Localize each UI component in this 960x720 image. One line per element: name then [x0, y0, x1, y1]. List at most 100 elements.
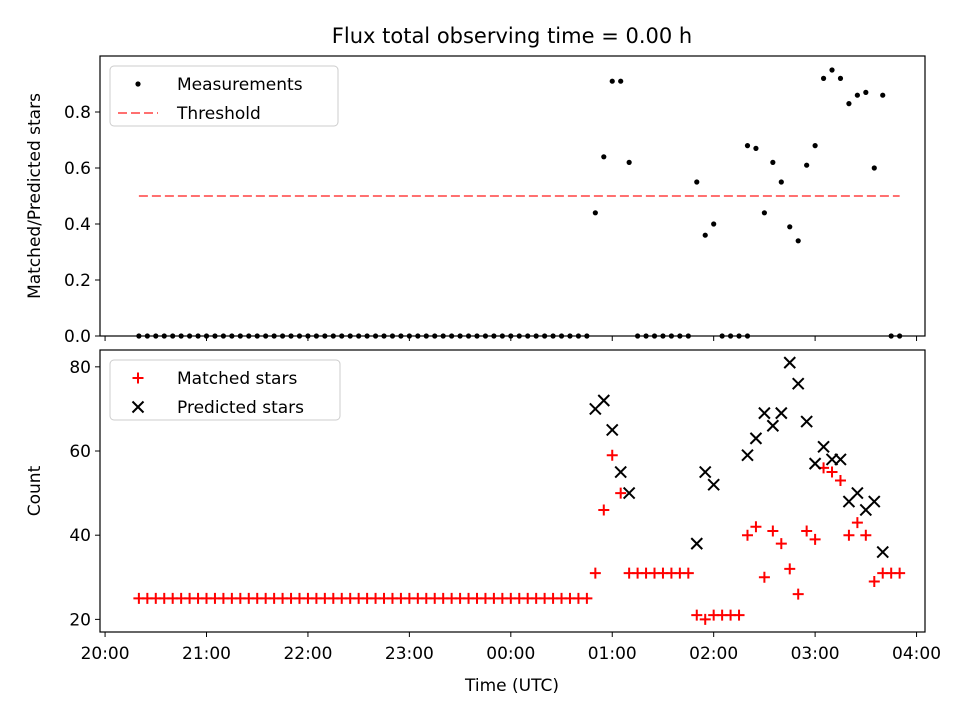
data-point — [749, 432, 763, 445]
plot-frame — [99, 55, 926, 337]
data-point — [860, 529, 872, 541]
y-tick-label: 0.6 — [64, 159, 91, 179]
data-point — [876, 545, 889, 559]
data-point — [791, 377, 805, 390]
data-point — [894, 567, 906, 579]
data-point — [741, 529, 753, 541]
data-point — [834, 453, 847, 466]
chart-title: Flux total observing time = 0.00 h — [332, 24, 692, 48]
data-point — [761, 210, 767, 216]
legend-marker — [132, 372, 144, 384]
legend: Measurements Threshold — [109, 65, 339, 127]
data-point — [801, 525, 813, 537]
data-point — [837, 75, 844, 81]
data-point — [863, 89, 869, 95]
data-point — [851, 486, 864, 500]
data-point — [809, 533, 821, 545]
data-point — [871, 165, 877, 171]
data-point — [699, 613, 711, 625]
plot-frame — [99, 349, 926, 633]
data-point — [750, 521, 762, 533]
data-point — [775, 406, 788, 420]
data-point — [609, 78, 615, 84]
y-tick-label: 80 — [69, 358, 91, 378]
data-point — [817, 440, 830, 454]
data-point — [766, 419, 780, 432]
data-point — [711, 221, 717, 227]
data-point — [592, 210, 598, 216]
data-point — [581, 592, 593, 604]
data-point — [682, 567, 694, 579]
data-point — [851, 517, 863, 529]
x-tick-label: 22:00 — [283, 644, 332, 664]
data-point — [880, 92, 886, 98]
bottom-panel: 20 40 60 80 20:00 21:00 22:00 23:00 00:00 01:00 02… — [25, 349, 941, 696]
data-point — [792, 588, 804, 600]
data-point — [606, 423, 619, 437]
data-point — [795, 238, 801, 244]
data-point — [808, 457, 822, 470]
x-tick-label: 01:00 — [588, 644, 637, 664]
data-point — [778, 179, 784, 185]
data-point — [820, 75, 827, 81]
x-tick-label: 21:00 — [182, 644, 231, 664]
data-point — [800, 415, 813, 428]
data-point — [614, 465, 627, 479]
x-tick-label: 20:00 — [81, 644, 130, 664]
data-point — [868, 575, 880, 587]
data-point — [804, 162, 810, 168]
data-point — [626, 159, 632, 165]
data-point — [615, 487, 627, 499]
data-point — [758, 571, 770, 583]
y-axis-label: Matched/Predicted stars — [25, 93, 45, 299]
x-tick-label: 00:00 — [486, 644, 535, 664]
legend-box — [109, 65, 339, 127]
data-point — [741, 449, 754, 462]
data-point — [784, 563, 796, 575]
data-point — [702, 232, 708, 238]
data-point — [812, 143, 818, 149]
y-tick-label: 20 — [69, 610, 91, 630]
x-axis-label: Time (UTC) — [464, 676, 559, 696]
data-point — [826, 466, 838, 478]
data-point — [690, 537, 703, 550]
legend-label: Matched stars — [177, 369, 297, 389]
data-point — [691, 609, 703, 621]
top-panel: 0.0 0.2 0.4 0.6 0.8 Matched/Predicted stars Me… — [25, 55, 926, 347]
data-point — [843, 529, 855, 541]
data-point — [618, 78, 624, 84]
x-tick-label: 03:00 — [791, 644, 840, 664]
legend-label: Predicted stars — [177, 398, 304, 418]
data-point — [770, 159, 776, 165]
data-point — [753, 145, 759, 151]
legend-marker — [135, 81, 141, 87]
data-point — [606, 449, 618, 461]
legend-marker — [131, 400, 145, 414]
data-point — [733, 609, 745, 621]
series-matched-stars — [133, 449, 906, 625]
series-measurements — [136, 67, 903, 339]
data-point — [622, 486, 636, 500]
y-tick-label: 0.8 — [64, 103, 91, 123]
data-point — [758, 406, 771, 420]
series-predicted-stars — [589, 356, 889, 559]
data-point — [868, 495, 881, 508]
y-axis-label: Count — [25, 465, 45, 516]
x-tick-label: 04:00 — [892, 644, 941, 664]
x-tick-label: 23:00 — [385, 644, 434, 664]
data-point — [589, 567, 601, 579]
legend-label: Threshold — [176, 104, 261, 124]
data-point — [834, 474, 846, 486]
legend-label: Measurements — [177, 75, 303, 95]
data-point — [787, 224, 793, 230]
data-point — [767, 525, 779, 537]
data-point — [601, 154, 607, 160]
y-tick-label: 40 — [69, 526, 91, 546]
x-tick-label: 02:00 — [689, 644, 738, 664]
data-point — [846, 101, 852, 107]
y-tick-label: 60 — [69, 442, 91, 462]
data-point — [783, 356, 796, 369]
legend-box — [109, 359, 341, 421]
y-tick-label: 0.0 — [64, 327, 91, 347]
